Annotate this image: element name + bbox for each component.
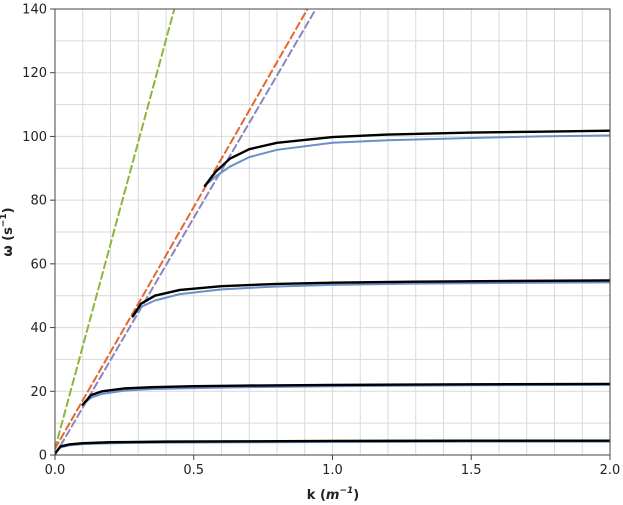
y-tick-label: 0 bbox=[39, 449, 47, 464]
y-axis-label: ω (s−1) bbox=[0, 207, 16, 256]
blue-series-line bbox=[203, 134, 610, 187]
x-axis-label: k (m−1) bbox=[307, 486, 359, 503]
y-tick-label: 120 bbox=[22, 66, 47, 81]
x-tick-label: 1.5 bbox=[461, 463, 482, 478]
purple-dashed-series-line bbox=[55, 9, 317, 455]
y-tick-label: 140 bbox=[22, 3, 47, 18]
y-tick-label: 60 bbox=[30, 257, 47, 272]
x-tick-label: 1.0 bbox=[322, 463, 343, 478]
x-tick-labels: 0.0 0.5 1.0 1.5 2.0 bbox=[45, 463, 621, 478]
y-tick-label: 20 bbox=[30, 385, 47, 400]
y-tick-labels: 0 20 40 60 80 100 120 140 bbox=[22, 3, 47, 464]
plot-series bbox=[55, 9, 610, 455]
black-series-line bbox=[55, 439, 610, 455]
y-tick-label: 80 bbox=[30, 194, 47, 209]
green-dashed-series-line bbox=[55, 9, 176, 450]
y-tick-label: 100 bbox=[22, 130, 47, 145]
x-tick-label: 0.5 bbox=[183, 463, 204, 478]
blue-series-line bbox=[131, 281, 610, 318]
black-series-line bbox=[131, 279, 610, 318]
black-series-line bbox=[81, 382, 610, 406]
orange-dashed-series-line bbox=[55, 9, 309, 450]
black-series-line bbox=[203, 129, 610, 188]
x-tick-label: 0.0 bbox=[45, 463, 66, 478]
y-tick-label: 40 bbox=[30, 321, 47, 336]
x-tick-label: 2.0 bbox=[600, 463, 621, 478]
axis-ticks bbox=[50, 8, 611, 460]
